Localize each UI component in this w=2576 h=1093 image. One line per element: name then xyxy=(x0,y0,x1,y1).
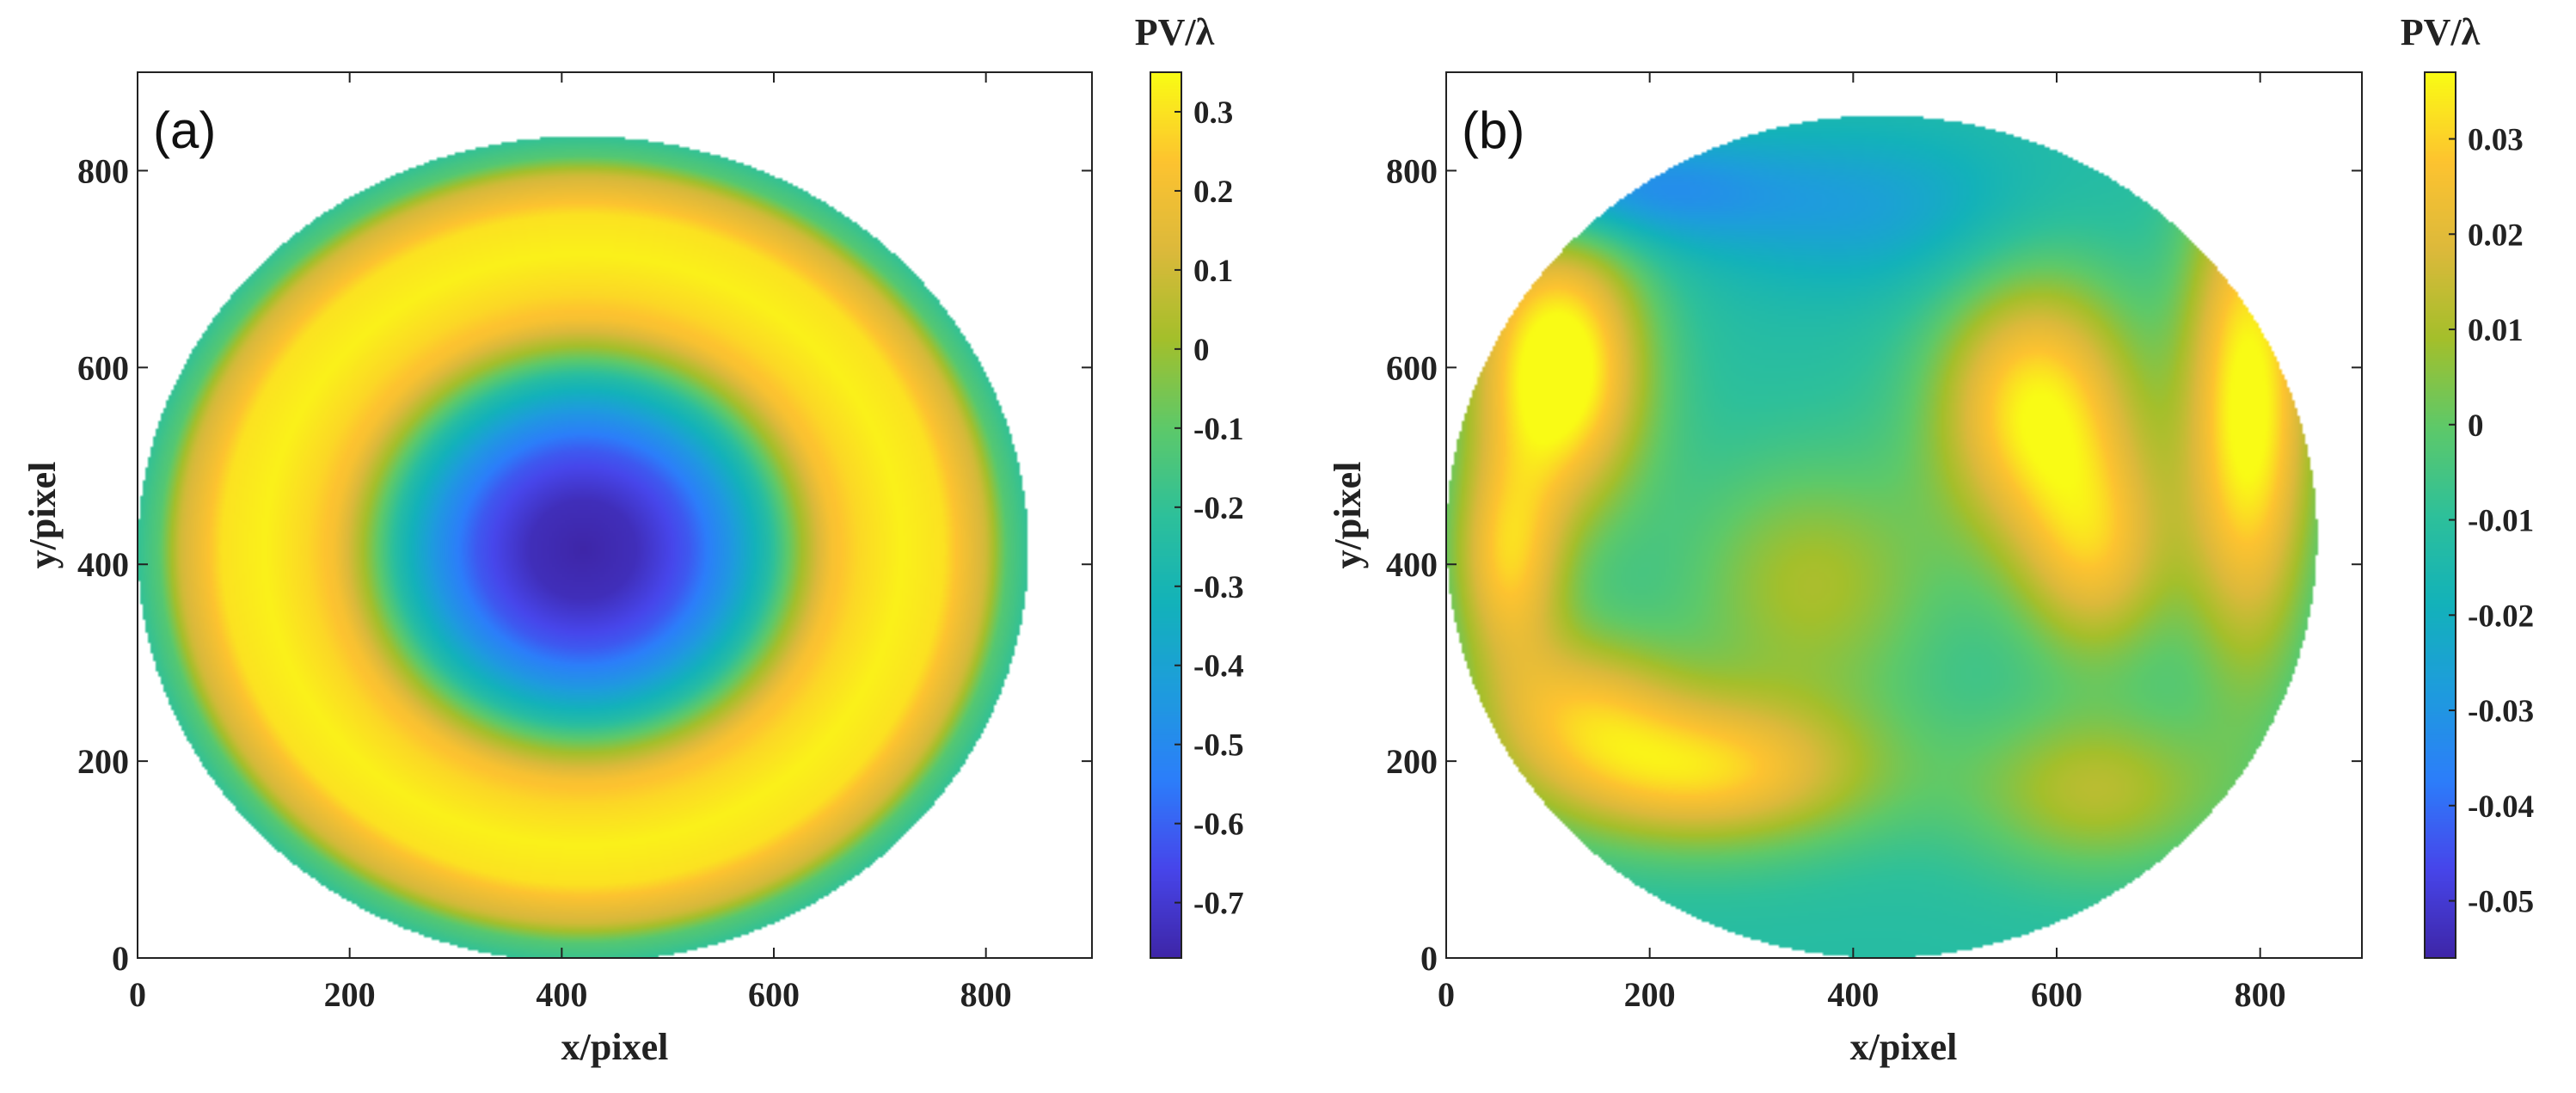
y-tick-label: 0 xyxy=(1420,939,1438,978)
panel-b-heatmap xyxy=(1446,72,2362,958)
colorbar-tick-label: -0.5 xyxy=(1193,728,1244,764)
panel-b-axes-frame xyxy=(1445,71,2363,959)
y-tick-label: 400 xyxy=(1386,545,1438,584)
x-tick-label: 600 xyxy=(748,975,800,1014)
colorbar-tick-label: 0 xyxy=(2468,408,2484,444)
y-tick-label: 800 xyxy=(77,151,129,190)
panel-b-label: (b) xyxy=(1462,101,1524,159)
colorbar-tick-label: 0.03 xyxy=(2468,123,2524,158)
x-tick-label: 400 xyxy=(536,975,587,1014)
colorbar-tick-label: 0.02 xyxy=(2468,218,2524,253)
y-tick-label: 600 xyxy=(77,348,129,387)
panel-a-colorbar-title: PV/λ xyxy=(1135,11,1215,53)
x-tick-label: 600 xyxy=(2031,975,2082,1014)
panel-b-colorbar xyxy=(2425,72,2456,958)
colorbar-tick-label: -0.02 xyxy=(2468,599,2534,634)
panel-a-colorbar xyxy=(1150,72,1181,958)
panel-b-colorbar-title: PV/λ xyxy=(2401,11,2481,53)
colorbar-tick-label: -0.05 xyxy=(2468,885,2534,920)
x-tick-label: 800 xyxy=(960,975,1012,1014)
colorbar-tick-label: -0.6 xyxy=(1193,807,1244,843)
panel-a-ylabel: y/pixel xyxy=(21,462,64,569)
colorbar-tick-label: -0.7 xyxy=(1193,887,1244,922)
y-tick-label: 200 xyxy=(1386,742,1438,781)
colorbar-tick-label: -0.03 xyxy=(2468,694,2534,729)
y-tick-label: 0 xyxy=(112,939,129,978)
x-tick-label: 0 xyxy=(129,975,146,1014)
panel-a-heatmap xyxy=(138,72,1092,958)
panel-a: 0 200 400 600 800 0 200 400 600 800 (a) x/pixel y… xyxy=(21,11,1244,1068)
x-tick-label: 400 xyxy=(1827,975,1879,1014)
colorbar-tick-label: -0.04 xyxy=(2468,789,2534,825)
colorbar-tick-label: 0 xyxy=(1193,333,1210,368)
panel-a-colorbar-frame xyxy=(1150,71,1182,959)
colorbar-tick-label: 0.01 xyxy=(2468,313,2524,348)
panel-b: 0 200 400 600 800 0 200 400 600 800 (b) x/pixel y… xyxy=(1327,11,2534,1068)
colorbar-tick-label: 0.1 xyxy=(1193,254,1233,289)
panel-b-ticks: 0 200 400 600 800 0 200 400 600 800 xyxy=(1386,72,2362,1014)
panel-a-label: (a) xyxy=(153,101,216,159)
x-tick-label: 200 xyxy=(324,975,376,1014)
y-tick-label: 200 xyxy=(77,742,129,781)
panel-a-ticks: 0 200 400 600 800 0 200 400 600 800 xyxy=(77,72,1092,1014)
y-tick-label: 400 xyxy=(77,545,129,584)
x-tick-label: 0 xyxy=(1438,975,1455,1014)
panel-b-xlabel: x/pixel xyxy=(1850,1026,1958,1068)
colorbar-tick-label: -0.2 xyxy=(1193,491,1244,526)
panel-b-colorbar-ticks: 0.03 0.02 0.01 0 -0.01 -0.02 -0.03 -0.04 -0.05 xyxy=(2449,123,2534,920)
colorbar-tick-label: 0.2 xyxy=(1193,175,1233,210)
panel-b-colorbar-frame xyxy=(2424,71,2456,959)
x-tick-label: 800 xyxy=(2235,975,2286,1014)
panel-a-colorbar-ticks: 0.3 0.2 0.1 0 -0.1 -0.2 -0.3 -0.4 -0.5 -0.6 -0.7 xyxy=(1175,95,1244,922)
panel-b-ylabel: y/pixel xyxy=(1327,462,1369,569)
y-tick-label: 800 xyxy=(1386,151,1438,190)
x-tick-label: 200 xyxy=(1624,975,1676,1014)
colorbar-tick-label: -0.4 xyxy=(1193,649,1244,685)
y-tick-label: 600 xyxy=(1386,348,1438,387)
colorbar-tick-label: -0.1 xyxy=(1193,412,1244,447)
colorbar-tick-label: -0.3 xyxy=(1193,570,1244,605)
panel-a-xlabel: x/pixel xyxy=(561,1026,669,1068)
colorbar-tick-label: 0.3 xyxy=(1193,95,1233,131)
panel-a-axes-frame xyxy=(137,71,1093,959)
colorbar-tick-label: -0.01 xyxy=(2468,504,2534,539)
